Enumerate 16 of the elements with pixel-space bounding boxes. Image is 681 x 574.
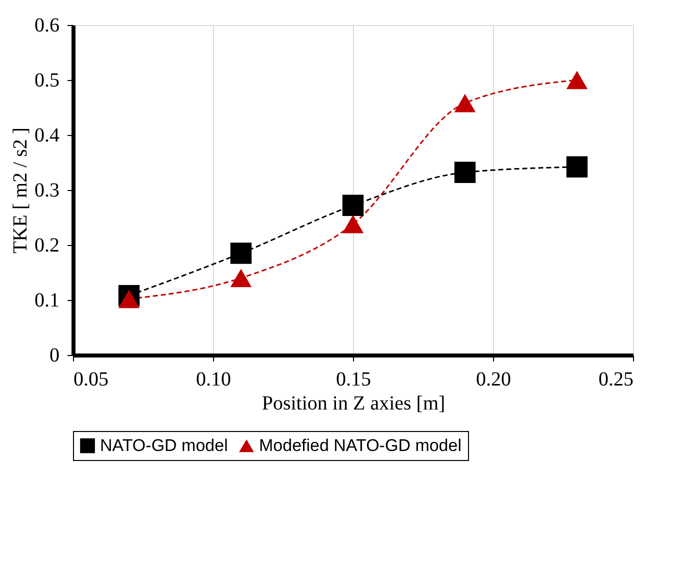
- y-tick-label: 0.5: [34, 70, 60, 92]
- y-tick-label: 0.6: [34, 14, 60, 36]
- y-tick-label: 0.4: [34, 124, 60, 146]
- x-tick-label: 0.05: [74, 368, 108, 390]
- legend-label: Modefied NATO-GD model: [259, 436, 462, 455]
- y-tick-label: 0.1: [34, 290, 60, 312]
- y-axis-title: TKE [ m2 / s2 ]: [10, 127, 32, 254]
- y-tick-label: 0.2: [34, 234, 60, 256]
- x-tick-label: 0.25: [598, 368, 634, 390]
- x-tick-label: 0.10: [196, 368, 231, 390]
- x-tick-label: 0.15: [336, 368, 371, 390]
- y-tick-label: 0.3: [34, 180, 60, 202]
- x-tick-label: 0.20: [476, 368, 511, 390]
- y-tick-label: 0: [50, 344, 60, 366]
- legend-label: NATO-GD model: [100, 436, 228, 455]
- x-axis-title: Position in Z axies [m]: [262, 392, 446, 414]
